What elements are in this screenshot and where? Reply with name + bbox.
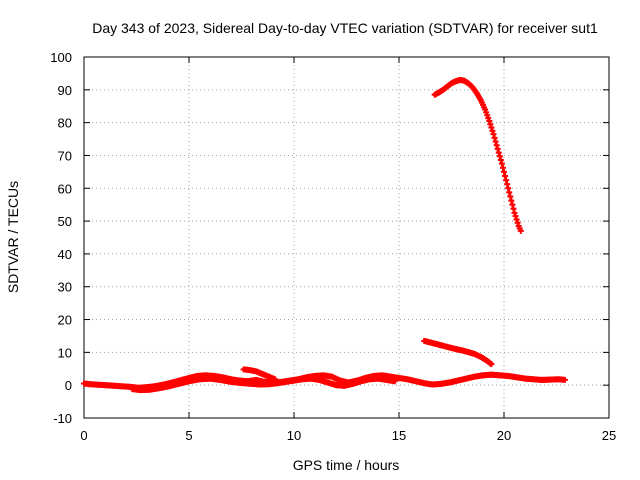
data-point (512, 213, 519, 220)
data-point (272, 376, 279, 383)
plot-frame (83, 56, 610, 419)
series-sdtvar-bump-7-9 (240, 366, 279, 383)
y-tick-label: 50 (58, 214, 72, 229)
data-point (501, 168, 507, 175)
tick-labels: 0 5 10 15 20 25 -10 0 10 20 30 40 50 60 70 80 90 100 (50, 50, 616, 443)
x-tick-label: 5 (185, 428, 192, 443)
data-point (496, 153, 503, 160)
data-point (510, 205, 517, 212)
data-point (506, 189, 513, 196)
grid-lines (84, 57, 609, 418)
data-point (561, 376, 568, 383)
data-point (503, 177, 510, 184)
y-tick-label: 10 (58, 345, 72, 360)
series-sdtvar-arc-16-19 (421, 337, 495, 368)
data-point (507, 193, 514, 200)
y-tick-label: 0 (65, 378, 72, 393)
y-tick-label: 80 (58, 116, 72, 131)
data-point (490, 131, 497, 138)
data-point (505, 185, 512, 192)
data-point (502, 172, 509, 179)
data-point (486, 117, 493, 124)
y-tick-label: 60 (58, 181, 72, 196)
data-point (493, 142, 500, 149)
data-point (488, 361, 495, 368)
y-tick-label: 90 (58, 83, 72, 98)
data-point (498, 160, 505, 167)
x-tick-label: 25 (602, 428, 616, 443)
y-tick-label: 100 (50, 50, 72, 65)
series-sdtvar-high-arc (431, 76, 524, 234)
data-point (391, 378, 398, 385)
data-point (494, 145, 501, 152)
data-point (513, 216, 520, 223)
data-point (489, 127, 496, 134)
data-point (499, 164, 506, 171)
y-tick-label: 40 (58, 247, 72, 262)
x-axis-label: GPS time / hours (293, 457, 400, 473)
data-point (488, 124, 495, 131)
x-tick-label: 10 (287, 428, 301, 443)
y-tick-label: -10 (53, 411, 72, 426)
data-point (492, 138, 499, 145)
y-tick-label: 20 (58, 313, 72, 328)
data-points (81, 76, 568, 394)
data-point (517, 227, 524, 234)
data-point (487, 121, 494, 128)
chart-title: Day 343 of 2023, Sidereal Day-to-day VTE… (92, 20, 598, 36)
axis-ticks (83, 56, 610, 419)
y-tick-label: 70 (58, 148, 72, 163)
data-point (514, 219, 521, 226)
data-point (495, 149, 502, 156)
y-axis-label: SDTVAR / TECUs (5, 181, 21, 293)
data-point (497, 156, 504, 163)
data-point (508, 197, 515, 204)
data-point (511, 209, 518, 216)
data-point (491, 134, 498, 141)
data-point (504, 181, 511, 188)
data-point (509, 201, 516, 208)
x-tick-label: 15 (392, 428, 406, 443)
y-tick-label: 30 (58, 280, 72, 295)
x-tick-label: 0 (80, 428, 87, 443)
x-tick-label: 20 (497, 428, 511, 443)
